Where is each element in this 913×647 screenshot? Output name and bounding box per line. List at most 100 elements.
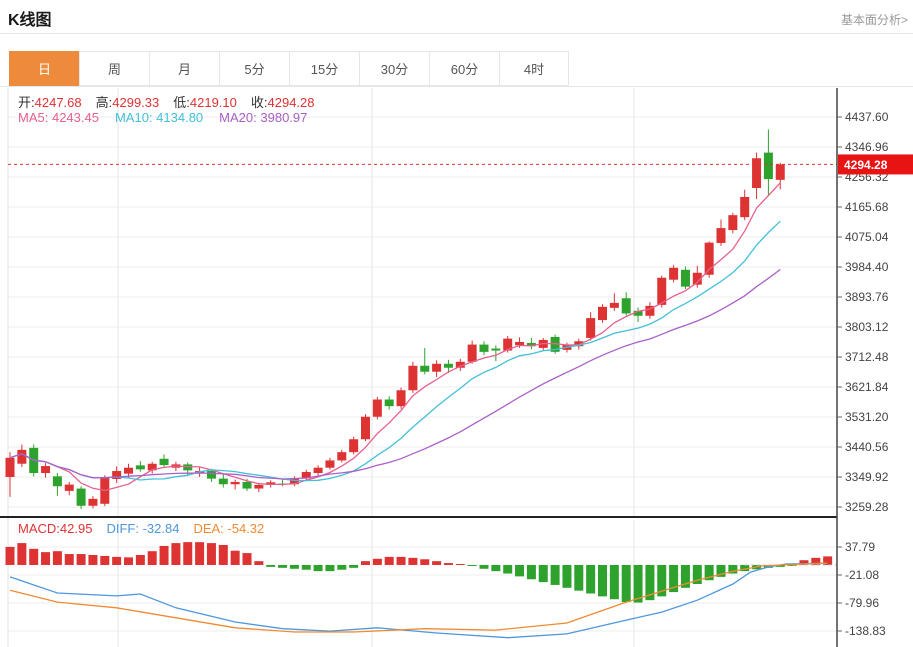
tab-60min[interactable]: 60分 bbox=[429, 51, 499, 86]
candle-body bbox=[112, 471, 122, 479]
candle-body bbox=[218, 478, 228, 485]
candle-body bbox=[443, 363, 453, 368]
open-value: 4247.68 bbox=[34, 95, 82, 110]
macd-bar bbox=[503, 564, 513, 574]
macd-bar bbox=[313, 564, 323, 572]
low-label: 低: bbox=[173, 95, 190, 110]
tab-week[interactable]: 周 bbox=[79, 51, 149, 86]
macd-bar bbox=[680, 564, 690, 588]
tab-day[interactable]: 日 bbox=[9, 51, 79, 86]
macd-bar bbox=[289, 564, 299, 569]
ma10-line bbox=[9, 220, 781, 482]
ma-readout: MA5: 4243.45 MA10: 4134.80 MA20: 3980.97 bbox=[18, 110, 307, 125]
candle-body bbox=[349, 439, 359, 453]
candle-body bbox=[752, 158, 762, 189]
macd-bar bbox=[669, 564, 679, 593]
macd-bar bbox=[159, 545, 169, 565]
tab-4hour[interactable]: 4时 bbox=[499, 51, 569, 86]
macd-bar bbox=[775, 564, 785, 567]
price-tick-label: 4165.68 bbox=[845, 200, 889, 214]
macd-bar bbox=[491, 564, 501, 572]
macd-bar bbox=[787, 564, 797, 566]
diff-line bbox=[9, 562, 828, 639]
candle-body bbox=[467, 344, 477, 362]
price-axis-labels: 4437.604346.964256.324165.684075.043984.… bbox=[837, 110, 889, 514]
candle-body bbox=[598, 306, 607, 321]
macd-tick-label: -79.96 bbox=[845, 596, 879, 610]
macd-bar bbox=[135, 554, 145, 565]
candle-body bbox=[716, 228, 726, 243]
candle-body bbox=[124, 467, 133, 474]
candle-body bbox=[692, 272, 702, 285]
dea-line bbox=[9, 562, 828, 633]
candle-body bbox=[76, 488, 86, 506]
macd-bar bbox=[76, 554, 86, 565]
macd-bar bbox=[443, 563, 453, 565]
dea-value: DEA: -54.32 bbox=[193, 521, 265, 536]
high-label: 高: bbox=[95, 95, 113, 110]
price-tick-label: 4346.96 bbox=[845, 140, 889, 154]
macd-bar bbox=[586, 564, 596, 594]
kline-chart: 4437.604346.964256.324165.684075.043984.… bbox=[0, 88, 913, 647]
candle-body bbox=[515, 341, 525, 346]
macd-bar bbox=[230, 550, 240, 565]
macd-bar bbox=[171, 543, 181, 565]
macd-bar bbox=[515, 564, 525, 577]
macd-bar bbox=[574, 564, 584, 591]
candle-body bbox=[266, 482, 276, 485]
high-value: 4299.33 bbox=[112, 95, 160, 110]
price-tick-label: 3984.40 bbox=[845, 260, 889, 274]
macd-bar bbox=[88, 554, 98, 565]
macd-bar bbox=[728, 564, 738, 574]
macd-bar bbox=[526, 564, 536, 580]
macd-axis-labels: 37.79 -21.08 -79.96 -138.83 bbox=[837, 540, 886, 638]
macd-bar bbox=[633, 564, 643, 603]
low-value: 4219.10 bbox=[189, 95, 237, 110]
macd-bar bbox=[609, 564, 619, 600]
macd-bar bbox=[218, 544, 228, 565]
tab-5min[interactable]: 5分 bbox=[219, 51, 289, 86]
fundamental-analysis-link[interactable]: 基本面分析> bbox=[840, 13, 908, 27]
close-label: 收: bbox=[250, 95, 268, 110]
candle-body bbox=[337, 452, 347, 461]
macd-bar bbox=[266, 564, 276, 567]
macd-bar bbox=[657, 564, 667, 597]
diff-value: DIFF: -32.84 bbox=[106, 521, 180, 536]
macd-bar bbox=[254, 561, 264, 565]
macd-bar bbox=[692, 564, 702, 584]
candle-body bbox=[609, 302, 619, 308]
macd-bar bbox=[41, 552, 51, 565]
macd-bar bbox=[29, 548, 39, 565]
tab-month[interactable]: 月 bbox=[149, 51, 219, 86]
candle-body bbox=[491, 348, 501, 351]
macd-bar bbox=[811, 557, 821, 565]
macd-bar bbox=[420, 559, 430, 565]
candle-body bbox=[657, 277, 667, 305]
candle-body bbox=[550, 336, 560, 352]
candle-body bbox=[586, 318, 596, 338]
macd-histogram bbox=[5, 542, 833, 603]
macd-bar bbox=[195, 542, 205, 565]
macd-tick-label: -21.08 bbox=[845, 568, 879, 582]
candle-body bbox=[763, 152, 773, 180]
price-tick-label: 3440.56 bbox=[845, 440, 889, 454]
current-price-tag: 4294.28 bbox=[838, 154, 913, 175]
candle-body bbox=[159, 458, 169, 466]
macd-tick-label: 37.79 bbox=[845, 540, 875, 554]
price-tick-label: 3259.28 bbox=[845, 500, 889, 514]
macd-bar bbox=[479, 564, 489, 569]
tab-30min[interactable]: 30分 bbox=[359, 51, 429, 86]
price-tick-label: 3893.76 bbox=[845, 290, 889, 304]
candle-body bbox=[41, 466, 51, 474]
macd-value: MACD:42.95 bbox=[18, 521, 93, 536]
ma20-readout: MA20: 3980.97 bbox=[219, 110, 308, 125]
candle-body bbox=[88, 498, 98, 506]
price-tick-label: 4075.04 bbox=[845, 230, 889, 244]
candle-body bbox=[740, 196, 750, 218]
macd-tick-label: -138.83 bbox=[845, 624, 886, 638]
tab-15min[interactable]: 15分 bbox=[289, 51, 359, 86]
price-tick-label: 3621.84 bbox=[845, 380, 889, 394]
candle-body bbox=[5, 457, 15, 477]
candle-body bbox=[728, 215, 738, 231]
